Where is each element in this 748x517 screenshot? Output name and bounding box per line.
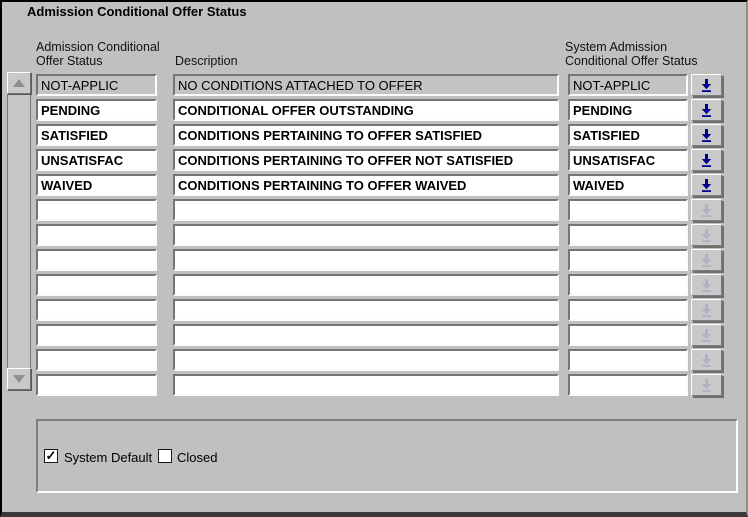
down-arrow-to-line-icon <box>699 353 714 368</box>
copy-system-status-down-button <box>691 274 722 296</box>
offer-status-field[interactable]: SATISFIED <box>36 124 157 146</box>
offer-status-field[interactable] <box>36 324 157 346</box>
description-field[interactable] <box>173 299 559 321</box>
system-status-field[interactable] <box>568 299 688 321</box>
scroll-down-button[interactable] <box>7 368 31 390</box>
system-status-field[interactable]: NOT-APPLIC <box>568 74 688 96</box>
system-status-field[interactable] <box>568 324 688 346</box>
copy-system-status-down-button[interactable] <box>691 174 722 196</box>
copy-system-status-down-button <box>691 374 722 396</box>
copy-system-status-down-button <box>691 199 722 221</box>
offer-status-field[interactable]: NOT-APPLIC <box>36 74 157 96</box>
column-header-offer-status: Admission Conditional Offer Status <box>36 40 160 68</box>
description-field[interactable] <box>173 274 559 296</box>
down-arrow-to-line-icon <box>699 178 714 193</box>
system-status-field[interactable] <box>568 349 688 371</box>
system-default-checkbox[interactable]: ✓ <box>44 449 58 463</box>
system-status-field[interactable] <box>568 224 688 246</box>
copy-system-status-down-button[interactable] <box>691 149 722 171</box>
copy-system-status-down-button[interactable] <box>691 74 722 96</box>
system-status-field[interactable]: PENDING <box>568 99 688 121</box>
system-status-field[interactable]: UNSATISFAC <box>568 149 688 171</box>
system-status-field[interactable]: SATISFIED <box>568 124 688 146</box>
footer-panel <box>36 419 738 493</box>
column-header-description: Description <box>175 54 238 68</box>
offer-status-field[interactable]: PENDING <box>36 99 157 121</box>
offer-status-field[interactable]: WAIVED <box>36 174 157 196</box>
down-arrow-to-line-icon <box>699 153 714 168</box>
column-header-offer-status-line2: Offer Status <box>36 54 103 68</box>
copy-system-status-down-button <box>691 324 722 346</box>
description-field[interactable] <box>173 324 559 346</box>
down-arrow-to-line-icon <box>699 303 714 318</box>
system-status-field[interactable] <box>568 274 688 296</box>
down-arrow-to-line-icon <box>699 203 714 218</box>
description-field[interactable]: CONDITIONS PERTAINING TO OFFER NOT SATIS… <box>173 149 559 171</box>
down-arrow-to-line-icon <box>699 78 714 93</box>
offer-status-field[interactable]: UNSATISFAC <box>36 149 157 171</box>
copy-system-status-down-button <box>691 224 722 246</box>
up-triangle-icon <box>13 79 25 87</box>
system-default-label: System Default <box>64 450 153 465</box>
description-field[interactable] <box>173 374 559 396</box>
copy-system-status-down-button[interactable] <box>691 124 722 146</box>
column-header-system-status-line2: Conditional Offer Status <box>565 54 698 68</box>
closed-label: Closed <box>177 450 218 465</box>
closed-checkbox[interactable] <box>158 449 172 463</box>
column-header-offer-status-line1: Admission Conditional <box>36 40 160 54</box>
page-title: Admission Conditional Offer Status <box>27 4 247 19</box>
copy-system-status-down-button[interactable] <box>691 99 722 121</box>
offer-status-field[interactable] <box>36 249 157 271</box>
checkmark-icon: ✓ <box>45 448 57 463</box>
offer-status-field[interactable] <box>36 274 157 296</box>
record-scrollbar[interactable] <box>7 72 31 390</box>
offer-status-field[interactable] <box>36 199 157 221</box>
description-field[interactable]: CONDITIONAL OFFER OUTSTANDING <box>173 99 559 121</box>
description-field[interactable]: NO CONDITIONS ATTACHED TO OFFER <box>173 74 559 96</box>
system-status-field[interactable] <box>568 199 688 221</box>
copy-system-status-down-button <box>691 249 722 271</box>
system-status-field[interactable]: WAIVED <box>568 174 688 196</box>
offer-status-field[interactable] <box>36 224 157 246</box>
down-arrow-to-line-icon <box>699 253 714 268</box>
offer-status-field[interactable] <box>36 374 157 396</box>
down-triangle-icon <box>13 375 25 383</box>
description-field[interactable]: CONDITIONS PERTAINING TO OFFER SATISFIED <box>173 124 559 146</box>
copy-system-status-down-button <box>691 299 722 321</box>
down-arrow-to-line-icon <box>699 128 714 143</box>
scroll-up-button[interactable] <box>7 72 31 94</box>
column-header-system-status-line1: System Admission <box>565 40 668 54</box>
down-arrow-to-line-icon <box>699 278 714 293</box>
system-status-field[interactable] <box>568 374 688 396</box>
description-field[interactable] <box>173 249 559 271</box>
down-arrow-to-line-icon <box>699 378 714 393</box>
offer-status-field[interactable] <box>36 349 157 371</box>
system-status-field[interactable] <box>568 249 688 271</box>
description-field[interactable]: CONDITIONS PERTAINING TO OFFER WAIVED <box>173 174 559 196</box>
description-field[interactable] <box>173 224 559 246</box>
down-arrow-to-line-icon <box>699 103 714 118</box>
description-field[interactable] <box>173 199 559 221</box>
down-arrow-to-line-icon <box>699 228 714 243</box>
copy-system-status-down-button <box>691 349 722 371</box>
offer-status-field[interactable] <box>36 299 157 321</box>
column-header-system-status: System Admission Conditional Offer Statu… <box>565 40 697 68</box>
down-arrow-to-line-icon <box>699 328 714 343</box>
description-field[interactable] <box>173 349 559 371</box>
